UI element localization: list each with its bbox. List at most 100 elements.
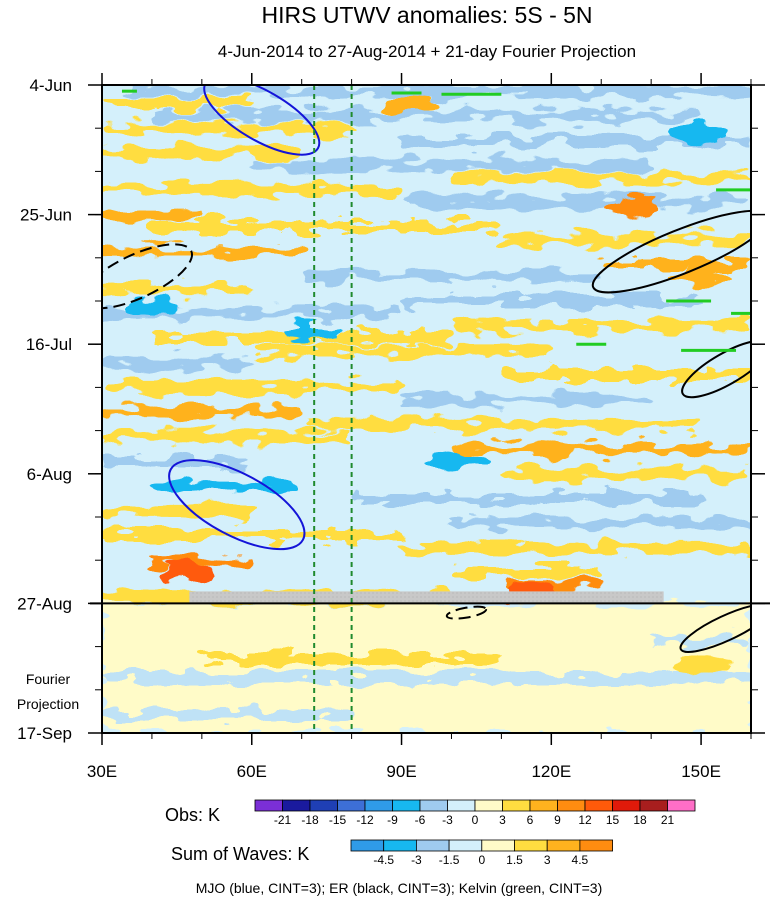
field-blob	[283, 322, 340, 341]
field-band	[102, 357, 252, 369]
colorbar-label: -18	[301, 813, 319, 827]
field-band	[251, 344, 552, 356]
x-tick-label: 120E	[531, 762, 571, 781]
field-band	[451, 320, 751, 332]
field-band	[301, 270, 602, 282]
er-contour	[445, 605, 488, 620]
y-tick-label: 4-Jun	[29, 76, 72, 95]
colorbar-label: 15	[606, 813, 620, 827]
colorbar-label: 9	[554, 813, 561, 827]
field-blob	[123, 298, 180, 317]
field-band	[401, 196, 751, 208]
colorbar-swatch	[392, 799, 421, 812]
field-band	[102, 283, 252, 295]
field-band	[102, 610, 402, 622]
field-band	[102, 147, 302, 159]
x-tick-label: 90E	[386, 762, 416, 781]
projection-label-line2: Projection	[17, 696, 79, 712]
y-tick-label: 27-Aug	[17, 594, 72, 613]
field-band	[401, 394, 652, 406]
field-band	[102, 184, 402, 196]
colorbar-swatch	[481, 839, 515, 852]
colorbar-label: 18	[633, 813, 647, 827]
obs-colorbar-title: Obs: K	[165, 805, 220, 825]
colorbar-label: -12	[356, 813, 374, 827]
y-tick-label: 16-Jul	[26, 335, 72, 354]
field-band	[102, 505, 252, 517]
field-band	[301, 690, 652, 702]
colorbar-label: 21	[661, 813, 675, 827]
projection-label-line1: Fourier	[26, 671, 71, 687]
field-band	[102, 98, 252, 110]
x-tick-label: 150E	[681, 762, 721, 781]
colorbar-label: 0	[478, 853, 485, 867]
colorbar-swatch	[254, 799, 283, 812]
field-band	[501, 233, 751, 245]
colorbar-label: 3	[544, 853, 551, 867]
field-band	[301, 418, 702, 430]
colorbar-swatch	[350, 839, 385, 852]
field-band	[201, 653, 502, 665]
field-band	[126, 85, 751, 97]
field-blob	[603, 199, 660, 218]
colorbar-label: 1.5	[506, 853, 523, 867]
er-contour	[591, 209, 751, 294]
colorbar-swatch	[419, 799, 448, 812]
plot-area	[90, 84, 770, 734]
mjo-contour	[203, 85, 321, 156]
obs-background	[102, 85, 751, 604]
colorbar-label: -21	[274, 813, 292, 827]
field-band	[102, 671, 751, 683]
mjo-contour	[168, 459, 306, 551]
plot-frame	[101, 84, 752, 734]
reference-lines	[313, 85, 353, 733]
field-band	[102, 455, 252, 467]
field-band	[151, 221, 502, 233]
colorbar-label: 3	[499, 813, 506, 827]
er-contour	[679, 603, 751, 653]
wave-contours	[102, 85, 751, 653]
field-band	[401, 542, 751, 554]
colorbar-swatch	[529, 799, 558, 812]
field-band	[401, 135, 751, 147]
field-band	[102, 210, 202, 220]
field-band	[501, 369, 751, 381]
colorbar-swatch	[584, 799, 613, 812]
field-blob	[673, 267, 730, 286]
field-band	[151, 110, 702, 122]
colorbar-swatch	[557, 799, 586, 812]
colorbar-label: 12	[578, 813, 592, 827]
colorbar-swatch	[502, 799, 531, 812]
contours-note: MJO (blue, CINT=3); ER (black, CINT=3); …	[196, 880, 603, 896]
colorbar-swatch	[639, 799, 668, 812]
y-tick-label: 6-Aug	[27, 465, 72, 484]
colorbar-swatch	[474, 799, 503, 812]
projection-gray-bar	[189, 591, 664, 604]
colorbar-label: -3	[442, 813, 453, 827]
field-blob	[383, 94, 440, 113]
field-band	[501, 468, 751, 480]
waves-colorbar-title: Sum of Waves: K	[171, 844, 309, 864]
colorbar-swatch	[579, 839, 614, 852]
field-blob	[673, 125, 730, 144]
anomaly-field	[102, 85, 751, 733]
colorbar-label: -9	[387, 813, 398, 827]
colorbar-label: -4.5	[373, 853, 394, 867]
field-band	[451, 444, 751, 454]
field-band	[251, 159, 652, 171]
field-band	[151, 555, 252, 565]
y-tick-label: 17-Sep	[17, 724, 72, 743]
field-shapes	[102, 85, 751, 733]
chart-title: HIRS UTWV anomalies: 5S - 5N	[261, 2, 592, 28]
field-blob	[673, 656, 730, 675]
field-band	[102, 407, 302, 417]
chart-subtitle: 4-Jun-2014 to 27-Aug-2014 + 21-day Fouri…	[218, 42, 636, 61]
field-band	[102, 530, 402, 542]
field-band	[601, 259, 751, 269]
axes: 30E 60E 90E 120E 150E 4-Jun 25-Jun 16-Jul 6-Aug 2…	[17, 73, 765, 781]
colorbar-swatch	[282, 799, 311, 812]
colorbar-swatch	[448, 839, 483, 852]
field-band	[151, 481, 302, 491]
field-band	[102, 122, 352, 134]
colorbar-swatch	[337, 799, 366, 812]
